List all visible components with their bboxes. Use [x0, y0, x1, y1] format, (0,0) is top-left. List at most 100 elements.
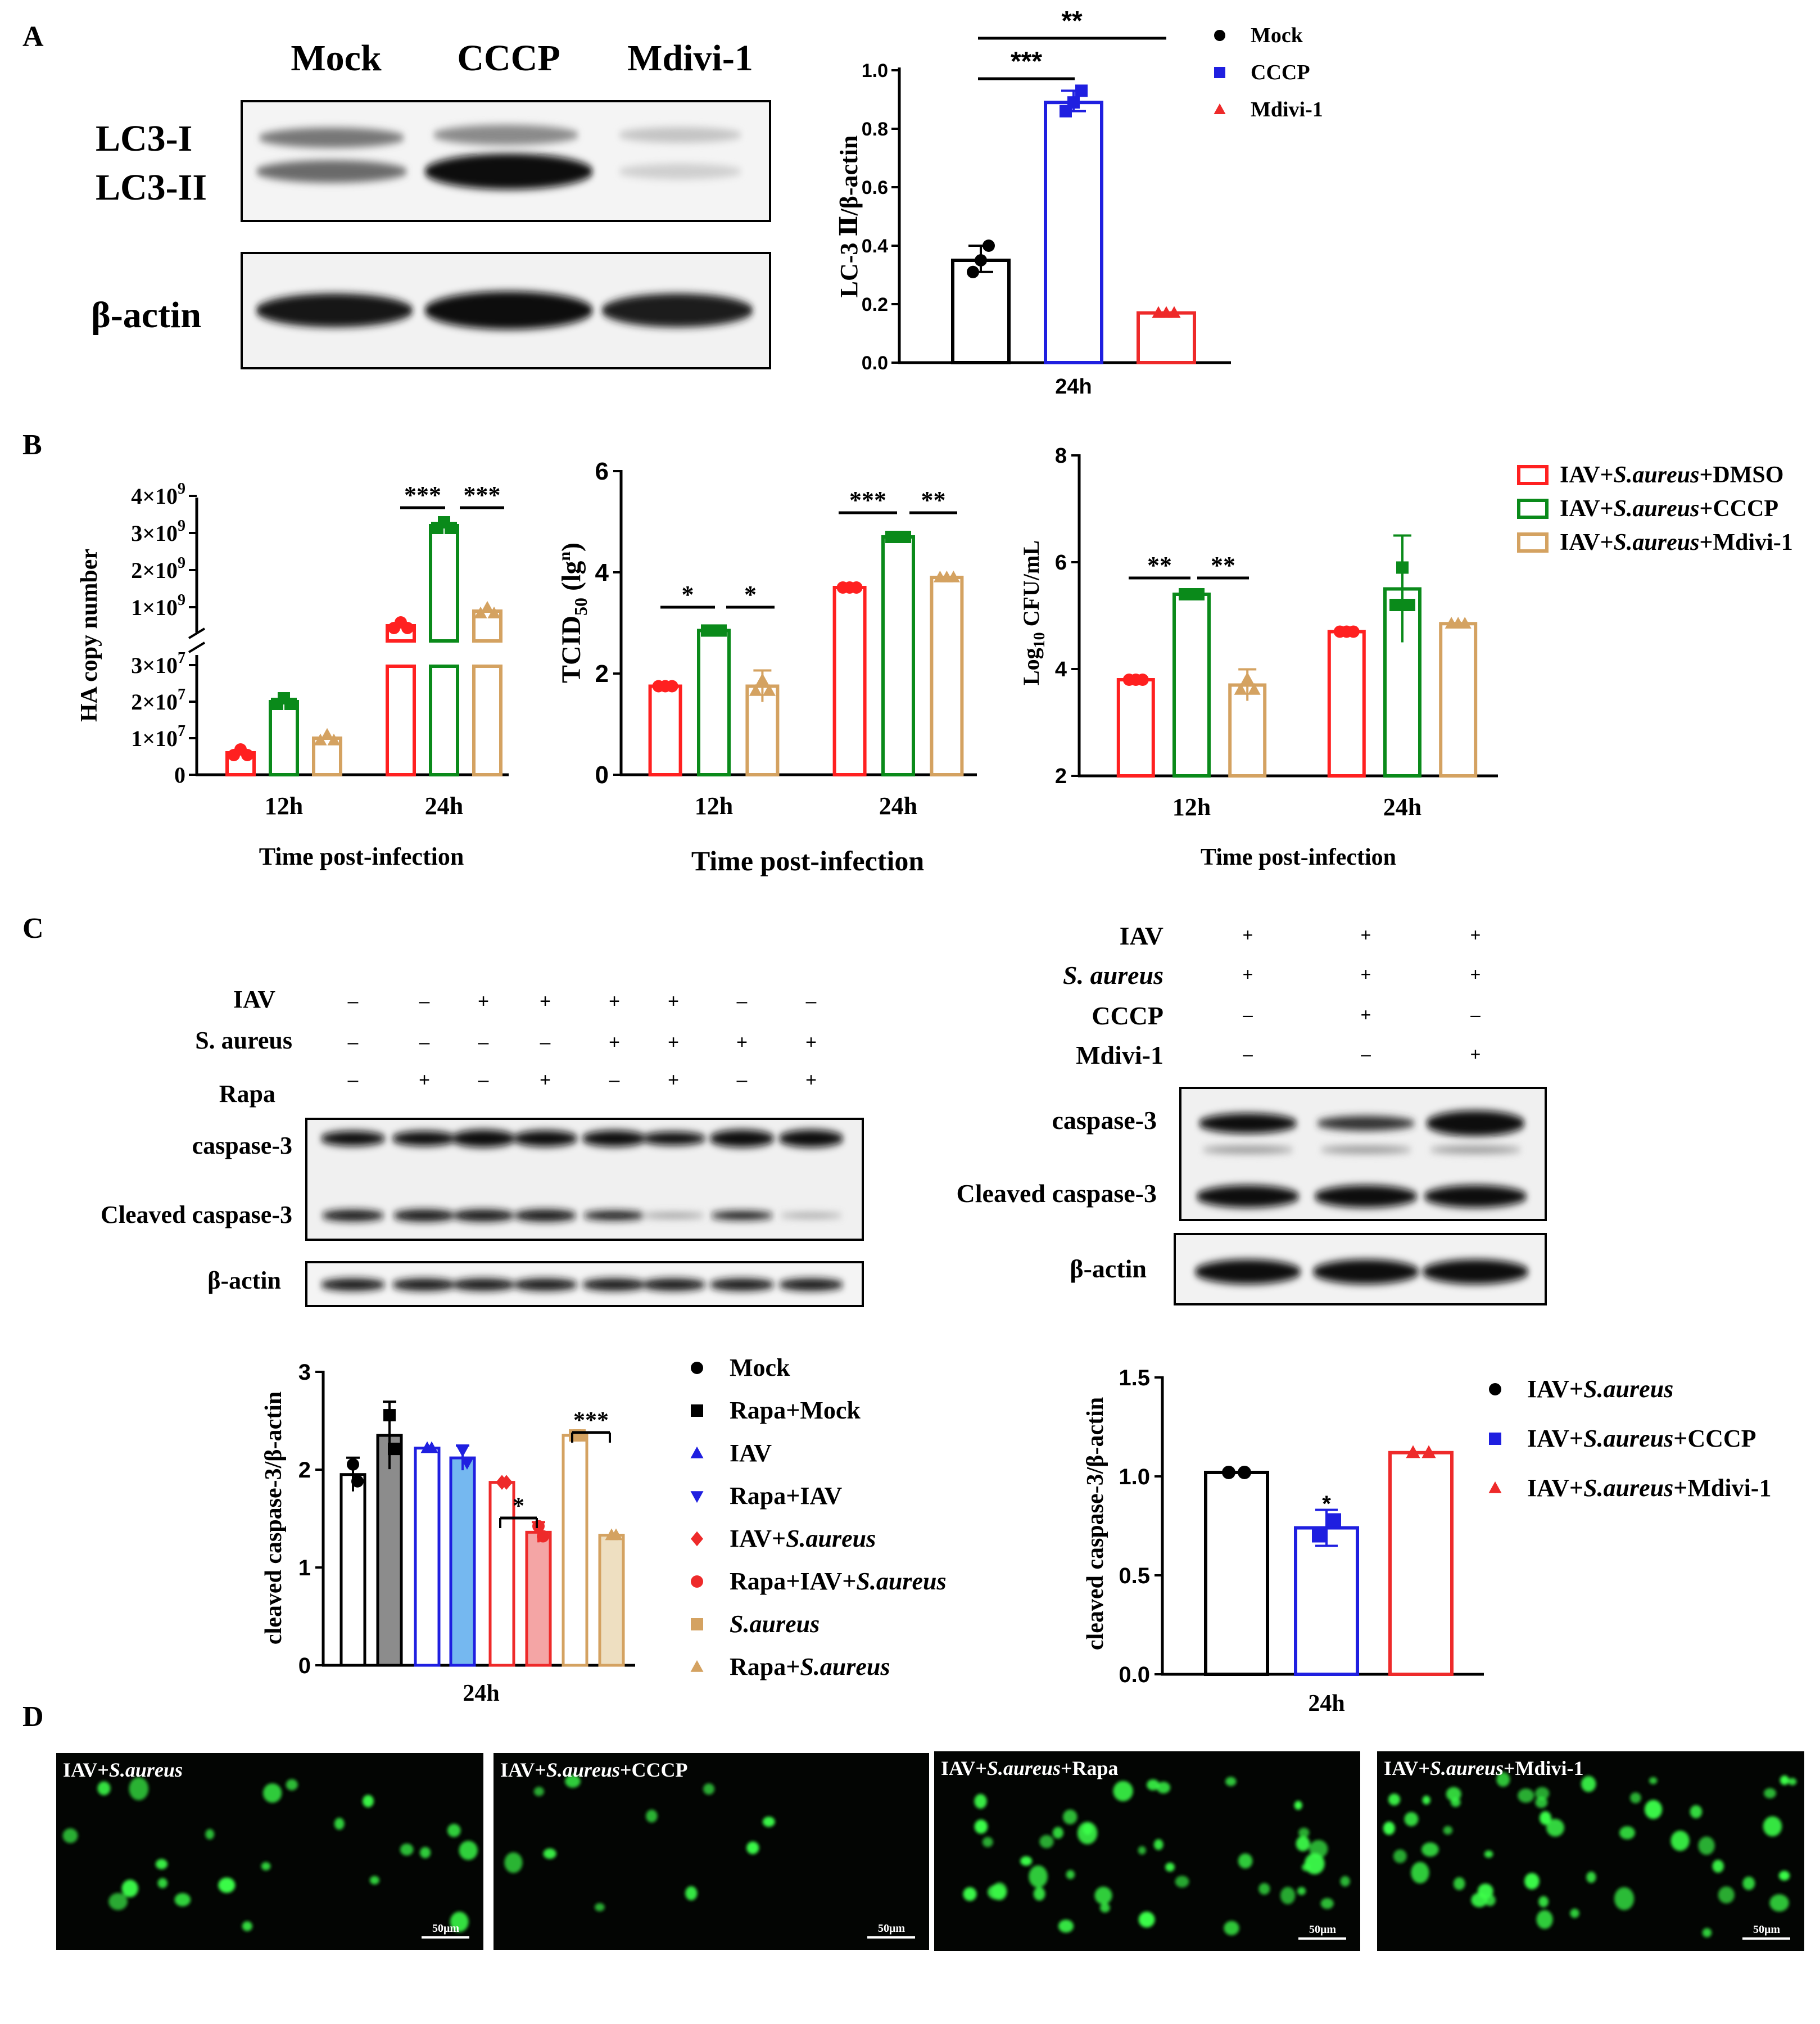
band-caspase	[392, 1131, 457, 1146]
condition-sign: –	[737, 991, 748, 1012]
bar	[1137, 311, 1196, 364]
x-tick-label: 24h	[1055, 375, 1092, 399]
sig-label: *	[513, 1493, 524, 1519]
legend-label: Mock	[730, 1354, 790, 1381]
nucleus	[459, 1841, 478, 1860]
legend-label-part: IAV+	[1527, 1425, 1583, 1452]
condition-label: Rapa	[219, 1080, 275, 1108]
bar	[1044, 101, 1103, 364]
nucleus	[1029, 1865, 1048, 1888]
y-axis-label-base: Log	[1018, 648, 1044, 685]
data-point	[1328, 1513, 1341, 1527]
band-cleaved	[780, 1213, 843, 1218]
legend-swatch	[1517, 532, 1549, 553]
nucleus	[1320, 1898, 1334, 1909]
y-axis-label: TCID50 (lgn)	[555, 543, 591, 683]
band-caspase	[1198, 1113, 1297, 1133]
condition-sign: –	[478, 1069, 489, 1091]
image-caption-part: IAV+	[500, 1759, 546, 1781]
band-cleaved	[642, 1213, 705, 1218]
data-point	[347, 1458, 359, 1471]
nucleus	[1094, 1886, 1112, 1905]
band-actin	[1422, 1259, 1529, 1284]
sig-label: ***	[404, 481, 441, 509]
band-actin	[709, 1278, 775, 1291]
y-tick-label: 6	[595, 458, 609, 485]
legend-label-part: S.aureus	[1583, 1474, 1673, 1502]
y-tick-label-base: 3×10	[131, 521, 178, 546]
bar	[1116, 678, 1155, 778]
blot-a-label-actin: β-actin	[91, 295, 201, 336]
nucleus	[543, 1848, 556, 1859]
nucleus	[685, 1886, 698, 1901]
band-caspase	[1316, 1115, 1415, 1131]
bar	[951, 259, 1011, 364]
y-tick-label: 1×107	[131, 722, 185, 751]
legend-label: Mock	[1251, 24, 1303, 47]
x-axis-label: Time post-infection	[259, 843, 464, 870]
condition-sign: –	[806, 991, 817, 1012]
data-point	[383, 1409, 396, 1422]
y-tick-label: 1.0	[1119, 1465, 1150, 1489]
image-caption: IAV+S.aureus+Mdivi-1	[1384, 1757, 1583, 1779]
condition-sign: –	[419, 991, 430, 1012]
y-tick-label: 4	[595, 559, 609, 586]
y-tick-label: 0.0	[1119, 1662, 1150, 1687]
legend-c-left: MockRapa+MockIAVRapa+IAVIAV+S.aureusRapa…	[690, 1354, 947, 1680]
condition-sign: +	[1243, 925, 1253, 945]
data-point	[975, 254, 987, 266]
band-caspase	[641, 1132, 706, 1145]
data-point	[1347, 625, 1360, 638]
bar	[881, 535, 915, 776]
legend-label-part: +DMSO	[1699, 462, 1783, 488]
nucleus	[974, 1819, 988, 1834]
nucleus	[1649, 1777, 1658, 1784]
nucleus	[982, 1837, 993, 1847]
condition-sign: +	[668, 991, 679, 1012]
condition-sign: +	[609, 1032, 620, 1053]
sig-label: *	[1322, 1492, 1331, 1516]
y-tick-label-base: 2×10	[131, 689, 178, 715]
nucleus	[1294, 1800, 1302, 1810]
image-caption-part: +CCCP	[620, 1759, 688, 1781]
legend-label-part: S.aureus	[730, 1610, 820, 1638]
legend-label-part: IAV+	[1527, 1375, 1583, 1403]
nucleus	[286, 1779, 298, 1791]
y-tick-label: 2×109	[131, 554, 185, 583]
y-tick-label-base: 0	[174, 762, 185, 788]
y-tick-label: 0	[298, 1653, 311, 1678]
nucleus	[1063, 1809, 1077, 1824]
nucleus	[205, 1829, 215, 1840]
data-point	[1458, 617, 1472, 629]
nucleus	[1302, 1863, 1311, 1872]
legend-label: IAV+S.aureus+CCCP	[1527, 1425, 1756, 1452]
legend-label: IAV+S.aureus+DMSO	[1560, 462, 1783, 488]
nucleus	[450, 1912, 469, 1932]
sig-label: ***	[849, 486, 886, 514]
blot-a-lane-cccp: CCCP	[457, 38, 560, 79]
nucleus	[1296, 1836, 1310, 1851]
nucleus	[400, 1843, 414, 1856]
legend-label: Rapa+Mock	[730, 1397, 861, 1424]
image-caption-part: S.aureus	[987, 1757, 1061, 1779]
nucleus	[646, 1809, 658, 1823]
cell-nuclei	[963, 1777, 1350, 1936]
chart-b-tcid50: 0 2 4 6 TCID50 (lgn) Time post-infection 12h 24…	[555, 458, 977, 877]
y-tick-label-exp: 7	[178, 686, 185, 703]
nucleus	[1581, 1775, 1596, 1792]
legend-label-part: IAV+	[730, 1525, 786, 1552]
data-point	[749, 684, 762, 696]
nucleus	[1421, 1842, 1439, 1857]
y-tick-label: 0.6	[862, 177, 888, 198]
legend-label-part: +CCCP	[1699, 496, 1778, 522]
blot-a-label-lc3-ii: LC3-II	[96, 167, 207, 208]
y-axis-label: HA copy number	[76, 549, 102, 722]
blot-a-actin-bands	[256, 291, 753, 329]
image-caption-part: +Mdivi-1	[1504, 1757, 1584, 1779]
nucleus	[1764, 1788, 1776, 1799]
nucleus	[1670, 1830, 1690, 1851]
bar-lower	[386, 665, 416, 776]
legend-marker	[1214, 30, 1225, 41]
legend-marker	[1489, 1383, 1501, 1395]
y-tick-label: 1.5	[1119, 1366, 1150, 1390]
